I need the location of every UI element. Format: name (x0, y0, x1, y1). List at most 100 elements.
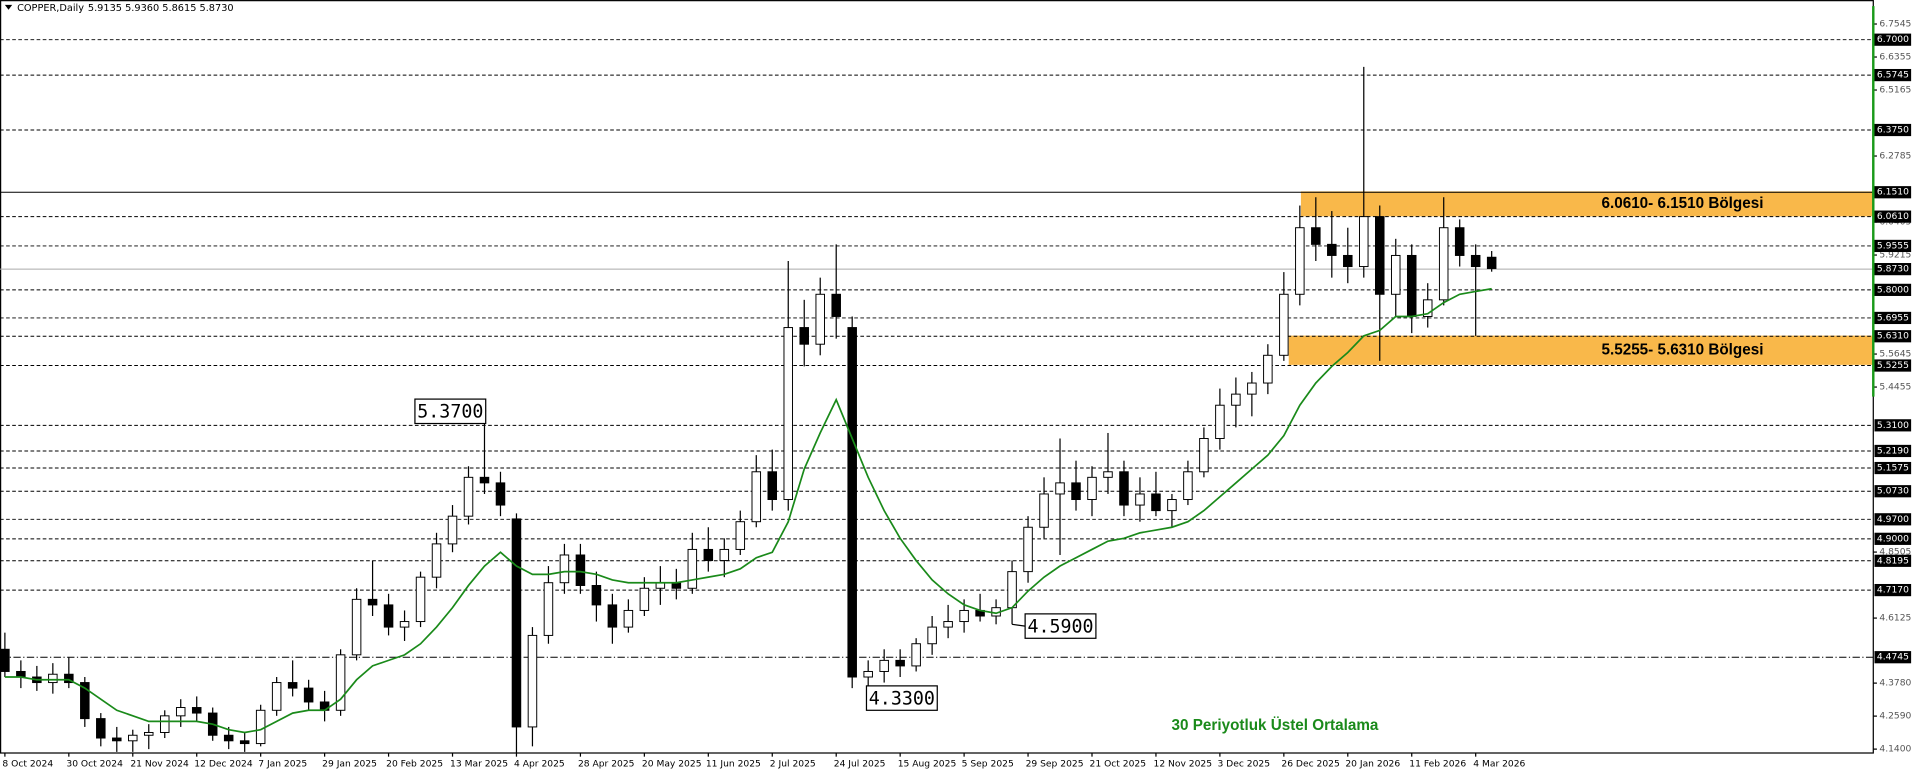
candle-body (1311, 227, 1321, 245)
candle-body (719, 548, 730, 562)
candle-body (895, 659, 905, 667)
candle-body (1103, 471, 1113, 478)
x-tick-label: 11 Feb 2026 (1409, 759, 1466, 769)
x-tick-label: 11 Jun 2025 (706, 759, 761, 769)
candle-body (687, 548, 698, 589)
candle-body (751, 471, 762, 523)
candle-body (287, 682, 298, 689)
candle-body (783, 327, 794, 501)
level-box (1874, 651, 1912, 664)
level-label: 6.3750 (1877, 125, 1909, 135)
x-tick-label: 8 Oct 2024 (2, 759, 53, 769)
candle-body (415, 576, 426, 623)
level-label: 5.3100 (1877, 421, 1909, 431)
candle-body (255, 709, 266, 745)
level-label: 5.8000 (1877, 285, 1909, 295)
candle-body (1199, 438, 1209, 473)
x-tick-label: 3 Dec 2025 (1217, 759, 1270, 769)
candle-body (144, 731, 154, 736)
candle-body (943, 621, 953, 628)
x-tick-label: 13 Mar 2025 (450, 759, 508, 769)
x-tick-label: 12 Nov 2025 (1154, 759, 1213, 769)
menu-triangle[interactable] (4, 4, 13, 10)
candle-body (1087, 476, 1097, 501)
x-tick-label: 7 Jan 2025 (258, 759, 307, 769)
candle-body (959, 609, 969, 623)
level-box (1874, 532, 1912, 545)
level-box (1874, 554, 1912, 567)
x-tick-label: 5 Sep 2025 (962, 759, 1014, 769)
annotation-connector (1011, 623, 1026, 627)
candle-body (128, 734, 138, 742)
candle-body (767, 471, 778, 501)
annotation-box (1024, 613, 1097, 639)
candle-body (911, 643, 921, 667)
candle-body (1055, 482, 1065, 495)
candle-body (112, 737, 122, 742)
candle-body (303, 687, 314, 703)
candle-body (1135, 493, 1145, 506)
level-box (1874, 210, 1912, 223)
candle-body (1231, 393, 1241, 406)
candle-body (1438, 227, 1449, 301)
header-values: 5.9135 5.9360 5.8615 5.8730 (88, 3, 234, 14)
candle-body (527, 634, 538, 728)
candle-body (271, 682, 282, 711)
level-box (1874, 186, 1912, 199)
candle-body (495, 482, 506, 506)
candle-body (639, 587, 650, 611)
candle-body (1279, 293, 1289, 356)
candle-body (1295, 227, 1305, 295)
level-box (1874, 330, 1912, 343)
candle-body (1071, 482, 1081, 501)
level-label: 4.9000 (1877, 534, 1909, 544)
level-box (1874, 359, 1912, 372)
zone (1288, 335, 1874, 365)
level-box (1874, 311, 1912, 325)
candle-body (1247, 382, 1257, 395)
x-tick-label: 4 Mar 2026 (1473, 759, 1525, 769)
level-label: 4.9700 (1877, 515, 1909, 525)
candle-body (927, 626, 937, 645)
level-label: 5.6955 (1877, 313, 1909, 323)
y-tick-label: 5.9215 (1879, 251, 1911, 261)
candle-body (351, 598, 362, 656)
candle-body (1359, 216, 1369, 268)
candle-body (1263, 354, 1273, 384)
candle-body (1183, 471, 1193, 501)
level-box (1874, 485, 1912, 498)
y-tick-label: 4.1400 (1879, 745, 1911, 755)
y-tick-label: 6.6355 (1879, 53, 1911, 63)
candle-body (607, 604, 618, 628)
x-tick-label: 21 Nov 2024 (130, 759, 189, 769)
level-box (1874, 583, 1912, 597)
ema-label: 30 Periyotluk Üstel Ortalama (1172, 717, 1379, 734)
level-box (1874, 283, 1912, 296)
candle-body (335, 654, 346, 711)
candle-body (559, 554, 570, 584)
x-tick-label: 20 May 2025 (642, 759, 702, 769)
y-tick-label: 4.2590 (1879, 712, 1911, 722)
ema-line (4, 287, 1492, 734)
x-tick-label: 20 Feb 2025 (386, 759, 443, 769)
level-box (1874, 513, 1912, 526)
x-tick-label: 29 Jan 2025 (322, 759, 377, 769)
annotation-box (865, 685, 938, 711)
y-tick-label: 4.6125 (1879, 614, 1911, 624)
x-tick-label: 21 Oct 2025 (1090, 759, 1147, 769)
y-tick-label: 4.8505 (1879, 548, 1911, 558)
level-label: 5.1575 (1877, 464, 1909, 474)
candle-body (223, 734, 234, 742)
plot-frame (0, 0, 1874, 754)
candle-body (1327, 243, 1337, 256)
level-label: 5.0730 (1877, 487, 1909, 497)
annotation-box (414, 398, 487, 425)
candle-body (175, 707, 186, 717)
candle-body (383, 604, 394, 628)
x-tick-label: 24 Jul 2025 (834, 759, 886, 769)
candle-body (799, 327, 809, 345)
candle-body (48, 673, 58, 684)
zone (1300, 191, 1874, 217)
